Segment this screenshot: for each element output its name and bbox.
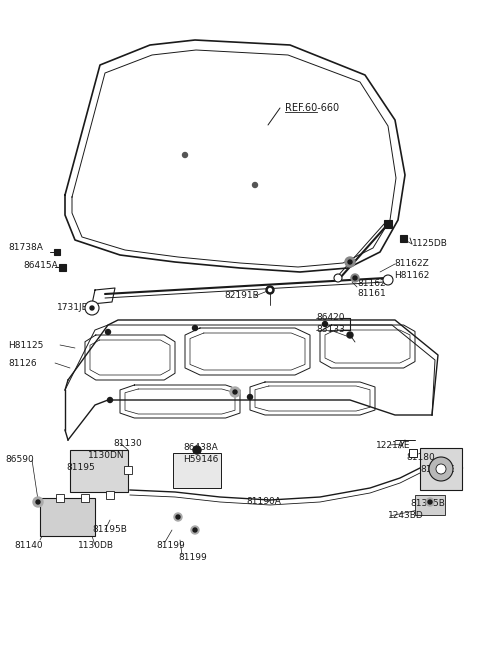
Bar bbox=[59, 263, 65, 271]
Circle shape bbox=[426, 498, 434, 506]
Bar bbox=[81, 494, 89, 502]
Text: 81162: 81162 bbox=[357, 280, 385, 288]
Circle shape bbox=[182, 153, 188, 157]
Circle shape bbox=[108, 398, 112, 403]
Circle shape bbox=[248, 394, 252, 400]
Bar bbox=[40, 498, 95, 536]
Text: 1243BD: 1243BD bbox=[388, 512, 424, 521]
Circle shape bbox=[230, 387, 240, 397]
Circle shape bbox=[252, 183, 257, 187]
Circle shape bbox=[268, 288, 272, 291]
Circle shape bbox=[193, 528, 197, 532]
Text: 1130DN: 1130DN bbox=[88, 451, 125, 460]
Circle shape bbox=[36, 500, 40, 504]
Text: 1130DB: 1130DB bbox=[78, 540, 114, 550]
Circle shape bbox=[174, 513, 182, 521]
Circle shape bbox=[345, 257, 355, 267]
Circle shape bbox=[436, 464, 446, 474]
Bar bbox=[54, 249, 60, 255]
Text: 81130: 81130 bbox=[113, 438, 142, 447]
Text: 81195B: 81195B bbox=[92, 525, 127, 534]
Circle shape bbox=[33, 497, 43, 507]
Text: 86415A: 86415A bbox=[23, 261, 58, 269]
Text: 81126: 81126 bbox=[8, 358, 36, 367]
Text: H59146: H59146 bbox=[183, 455, 218, 464]
Text: H81125: H81125 bbox=[8, 341, 43, 350]
Text: 83133: 83133 bbox=[316, 326, 345, 335]
Text: 1221AE: 1221AE bbox=[376, 441, 410, 449]
Circle shape bbox=[428, 500, 432, 504]
Bar bbox=[70, 450, 128, 492]
Text: 81180E: 81180E bbox=[420, 466, 455, 474]
Text: 81199: 81199 bbox=[156, 540, 185, 550]
Bar bbox=[56, 494, 64, 502]
Circle shape bbox=[176, 515, 180, 519]
Circle shape bbox=[353, 276, 357, 280]
Text: 86438A: 86438A bbox=[183, 443, 218, 451]
Circle shape bbox=[233, 390, 237, 394]
Bar bbox=[420, 448, 462, 490]
Circle shape bbox=[323, 322, 327, 326]
Text: 82191B: 82191B bbox=[224, 291, 259, 301]
Text: 81385B: 81385B bbox=[410, 500, 445, 508]
Circle shape bbox=[90, 306, 94, 310]
Circle shape bbox=[192, 326, 197, 331]
Text: 86590: 86590 bbox=[5, 455, 34, 464]
Text: 81162Z: 81162Z bbox=[394, 259, 429, 269]
Circle shape bbox=[85, 301, 99, 315]
Text: 81180: 81180 bbox=[406, 453, 435, 462]
Circle shape bbox=[193, 446, 201, 454]
Circle shape bbox=[347, 332, 353, 338]
Text: 81140: 81140 bbox=[14, 540, 43, 550]
Bar bbox=[124, 466, 132, 474]
Circle shape bbox=[266, 286, 274, 294]
Bar bbox=[409, 449, 417, 457]
Bar bbox=[384, 220, 392, 228]
Circle shape bbox=[383, 275, 393, 285]
Circle shape bbox=[334, 274, 342, 282]
Text: 86420: 86420 bbox=[316, 312, 345, 322]
Bar bbox=[106, 491, 114, 499]
Text: 1731JB: 1731JB bbox=[57, 303, 89, 312]
Text: 81199: 81199 bbox=[178, 553, 207, 563]
Bar bbox=[399, 234, 407, 242]
Text: 81738A: 81738A bbox=[8, 244, 43, 252]
Text: 1125DB: 1125DB bbox=[412, 240, 448, 248]
Circle shape bbox=[351, 274, 359, 282]
Circle shape bbox=[106, 329, 110, 335]
Bar bbox=[173, 453, 221, 488]
Text: 81195: 81195 bbox=[66, 462, 95, 472]
Text: 81190A: 81190A bbox=[246, 498, 281, 506]
Circle shape bbox=[348, 260, 352, 264]
Bar bbox=[415, 495, 445, 515]
Text: H81162: H81162 bbox=[394, 271, 430, 280]
Text: REF.60-660: REF.60-660 bbox=[285, 103, 339, 113]
Text: 81161: 81161 bbox=[357, 290, 386, 299]
Circle shape bbox=[191, 526, 199, 534]
Circle shape bbox=[429, 457, 453, 481]
